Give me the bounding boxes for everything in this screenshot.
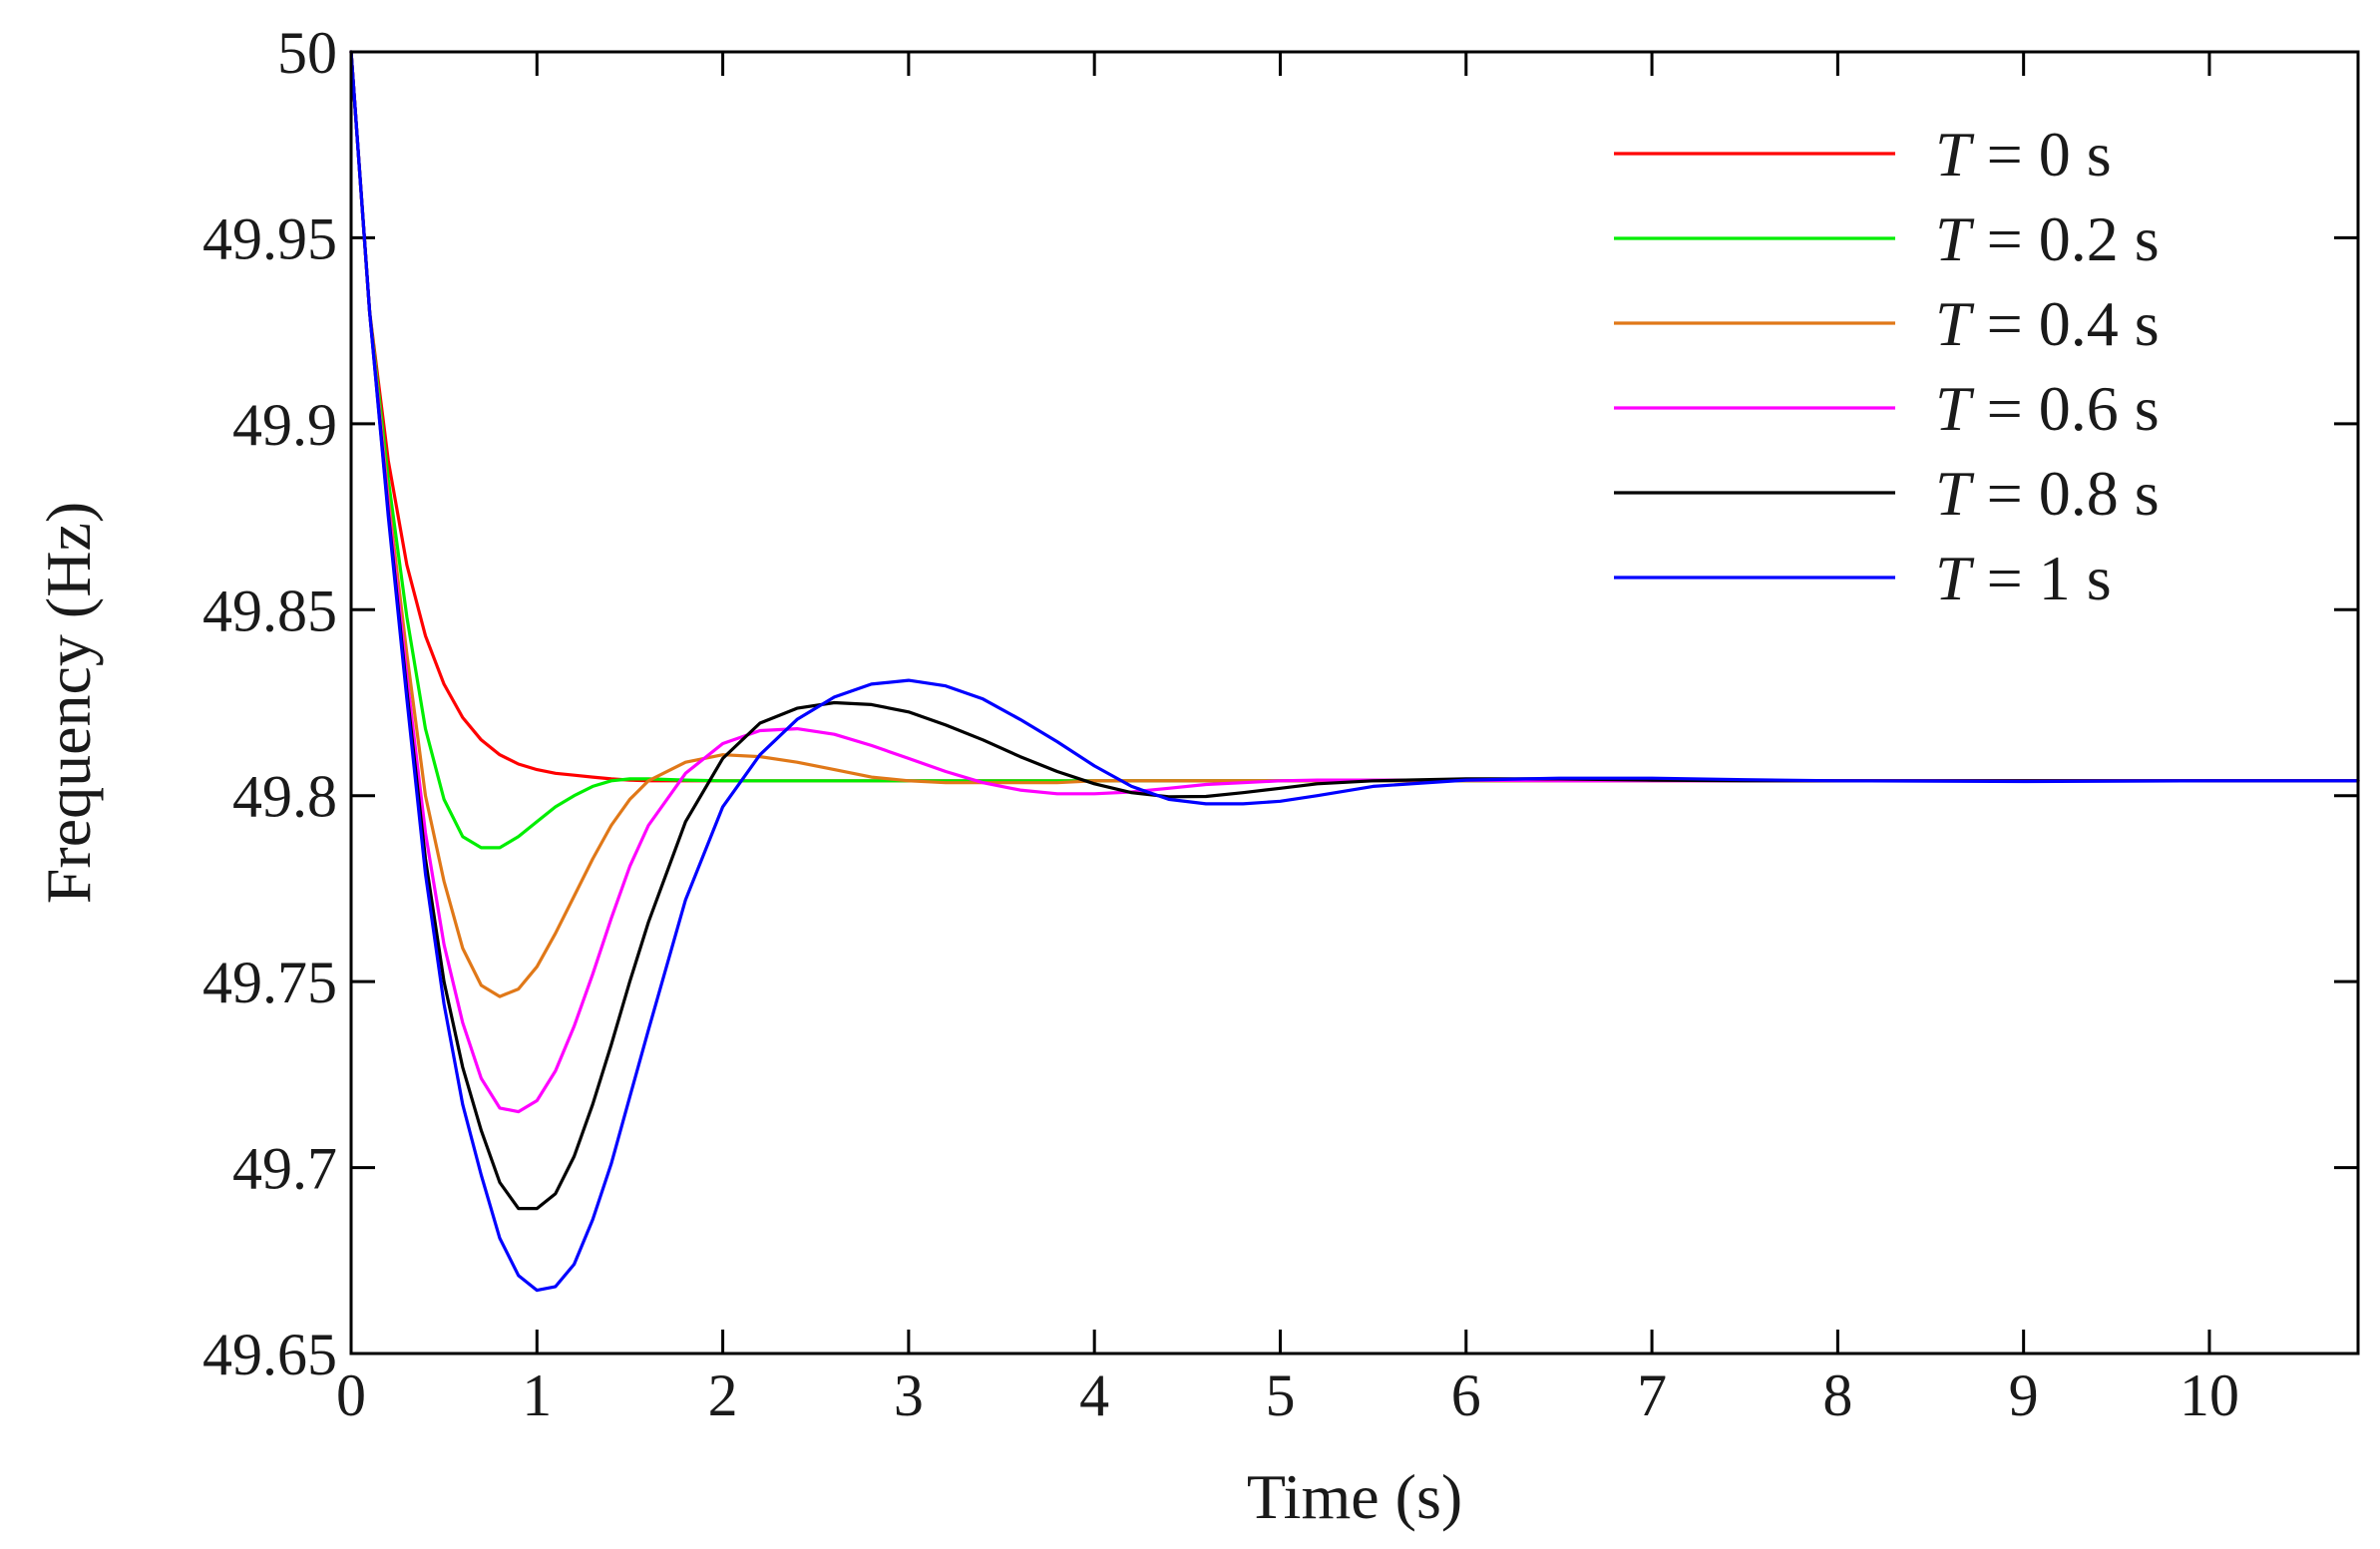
legend-label-value: = 0.6 s (1971, 373, 2160, 444)
x-tick-label: 6 (1451, 1362, 1481, 1428)
x-tick-label: 1 (522, 1362, 552, 1428)
legend-label-value: = 0.4 s (1971, 288, 2160, 359)
legend-label-3: T = 0.6 s (1935, 373, 2160, 444)
legend-label-value: = 0.2 s (1971, 203, 2160, 274)
legend-label-1: T = 0.2 s (1935, 203, 2160, 274)
plot-frame (349, 50, 2360, 1355)
legend-label-4: T = 0.8 s (1935, 458, 2160, 529)
y-tick-label: 49.65 (202, 1322, 337, 1387)
x-tick-label: 4 (1079, 1362, 1109, 1428)
x-axis-label: Time (s) (1247, 1461, 1462, 1532)
x-tick-label: 9 (2009, 1362, 2039, 1428)
series-lines (349, 50, 2360, 1293)
y-tick-label: 49.95 (202, 205, 337, 271)
x-tick-label: 2 (708, 1362, 738, 1428)
y-tick-label: 49.7 (232, 1136, 337, 1202)
legend-label-variable: T (1935, 543, 1975, 613)
y-tick-label: 49.75 (202, 950, 337, 1015)
legend-label-variable: T (1935, 373, 1975, 444)
y-axis-label: Frequency (Hz) (33, 502, 104, 904)
legend: T = 0 sT = 0.2 sT = 0.4 sT = 0.6 sT = 0.… (1614, 119, 2160, 613)
y-axis-ticks: 49.65 49.7 49.75 49.8 49.85 49.9 49.95 50 (202, 20, 2358, 1387)
x-tick-label: 8 (1822, 1362, 1852, 1428)
x-tick-label: 7 (1637, 1362, 1667, 1428)
legend-label-0: T = 0 s (1935, 119, 2112, 190)
legend-label-variable: T (1935, 458, 1975, 529)
legend-label-value: = 0 s (1971, 119, 2112, 190)
series-line-5 (349, 50, 2360, 1293)
legend-label-value: = 0.8 s (1971, 458, 2160, 529)
legend-label-2: T = 0.4 s (1935, 288, 2160, 359)
x-tick-label: 3 (894, 1362, 924, 1428)
legend-label-variable: T (1935, 119, 1975, 190)
x-tick-label: 10 (2180, 1362, 2239, 1428)
legend-label-variable: T (1935, 288, 1975, 359)
legend-label-variable: T (1935, 203, 1975, 274)
x-axis-ticks: 0 1 2 3 4 5 6 7 8 9 10 (336, 52, 2239, 1428)
legend-label-5: T = 1 s (1935, 543, 2112, 613)
x-tick-label: 0 (336, 1362, 366, 1428)
y-tick-label: 50 (277, 20, 337, 86)
y-tick-label: 49.9 (232, 392, 337, 458)
y-tick-label: 49.8 (232, 764, 337, 830)
legend-label-value: = 1 s (1971, 543, 2112, 613)
series-line-4 (349, 50, 2360, 1211)
y-tick-label: 49.85 (202, 578, 337, 643)
x-tick-label: 5 (1265, 1362, 1295, 1428)
